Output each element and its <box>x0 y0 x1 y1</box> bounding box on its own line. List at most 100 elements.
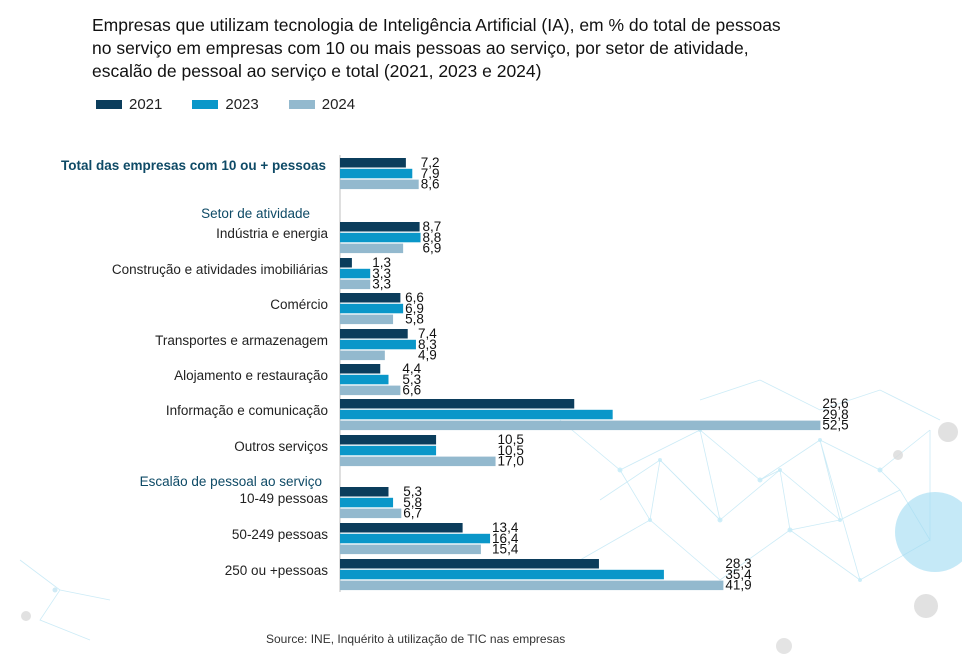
category-label: 250 ou +pessoas <box>225 563 328 578</box>
bar-2023 <box>340 569 664 580</box>
data-label-2024: 15,4 <box>492 542 519 557</box>
bar-2024 <box>340 279 371 290</box>
data-label-2021: 7,4 <box>418 326 437 341</box>
data-label-2021: 8,7 <box>423 219 442 234</box>
bar-2024 <box>340 420 821 431</box>
data-label-2024: 52,5 <box>822 418 848 433</box>
bar-2024 <box>340 243 404 254</box>
category-group-outros-servicos: Outros serviços 10,510,517,0 <box>234 432 524 469</box>
bar-2023 <box>340 445 437 456</box>
bar-2024 <box>340 580 724 591</box>
data-label-2024: 6,7 <box>403 506 422 521</box>
data-label-2024: 4,9 <box>418 348 437 363</box>
bar-2024 <box>340 350 385 361</box>
data-label-2023: 16,4 <box>492 531 519 546</box>
data-label-2023: 6,9 <box>405 301 424 316</box>
bar-2023 <box>340 409 613 420</box>
category-label: Informação e comunicação <box>166 403 328 418</box>
legend-swatch-2021 <box>96 100 122 109</box>
category-group-industria-e-energia: Indústria e energia 8,78,86,9 <box>216 219 441 256</box>
legend-label-2021: 2021 <box>129 96 163 113</box>
data-label-2024: 17,0 <box>498 454 524 469</box>
legend-item-2024: 2024 <box>288 96 356 113</box>
bar-2023 <box>340 168 413 179</box>
legend-item-2021: 2021 <box>96 96 162 113</box>
legend-label-2024: 2024 <box>321 96 356 113</box>
data-label-2021: 4,4 <box>402 361 421 376</box>
data-label-2021: 5,3 <box>403 484 422 499</box>
category-label: Outros serviços <box>234 439 328 454</box>
bar-2023 <box>340 533 491 544</box>
bar-2023 <box>340 268 371 279</box>
category-group-informacao-e-comunicacao: Informação e comunicação 25,629,852,5 <box>166 396 849 433</box>
category-group-10-49-pessoas: 10-49 pessoas 5,35,86,7 <box>239 484 422 521</box>
category-group-alojamento-e-restauracao: Alojamento e restauração 4,45,36,6 <box>174 361 421 398</box>
data-label-2021: 25,6 <box>822 396 848 411</box>
category-label: Transportes e armazenagem <box>155 333 328 348</box>
bar-2021 <box>340 222 420 232</box>
category-label: Comércio <box>270 297 328 312</box>
bar-2024 <box>340 385 401 396</box>
data-label-2024: 3,3 <box>372 277 391 292</box>
bar-2024 <box>340 179 419 190</box>
data-label-2023: 7,9 <box>421 166 440 181</box>
data-label-2023: 8,3 <box>418 337 437 352</box>
category-label: Alojamento e restauração <box>174 368 328 383</box>
bar-2021 <box>340 158 406 168</box>
bar-2024 <box>340 544 481 555</box>
bar-2023 <box>340 374 389 385</box>
data-label-2024: 6,9 <box>423 241 442 256</box>
data-label-2021: 1,3 <box>372 255 391 270</box>
data-label-2021: 7,2 <box>421 155 440 170</box>
legend-swatch-2023 <box>192 100 219 109</box>
data-label-2023: 8,8 <box>423 230 442 245</box>
chart-title: Empresas que utilizam tecnologia de Inte… <box>92 15 781 81</box>
bar-2024 <box>340 456 496 467</box>
category-label: 10-49 pessoas <box>239 491 328 506</box>
category-group-total-das-empresas-com-10-ou-pessoas: Total das empresas com 10 ou + pessoas 7,… <box>61 155 439 192</box>
category-label: Total das empresas com 10 ou + pessoas <box>61 158 326 173</box>
category-group-comercio: Comércio 6,66,95,8 <box>270 290 424 327</box>
category-label: Construção e atividades imobiliárias <box>112 262 328 277</box>
bar-2023 <box>340 232 421 243</box>
bar-2021 <box>340 329 408 339</box>
category-label: 50-249 pessoas <box>232 527 328 542</box>
data-label-2021: 28,3 <box>725 556 751 571</box>
data-label-2021: 6,6 <box>405 290 424 305</box>
bar-2021 <box>340 399 575 409</box>
data-label-2024: 8,6 <box>421 177 440 192</box>
bar-2021 <box>340 435 437 445</box>
legend-label-2023: 2023 <box>225 96 259 113</box>
category-group-transportes-e-armazenagem: Transportes e armazenagem 7,48,34,9 <box>155 326 437 363</box>
bar-2023 <box>340 497 394 508</box>
data-label-2023: 5,3 <box>402 372 421 387</box>
legend-item-2023: 2023 <box>192 96 259 113</box>
category-group-construcao-e-atividades-imobiliarias: Construção e atividades imobiliárias 1,3 3… <box>112 255 391 292</box>
bar-2023 <box>340 303 404 314</box>
bar-2021 <box>340 559 599 569</box>
bar-2021 <box>340 364 381 374</box>
data-label-2021: 13,4 <box>492 520 519 535</box>
data-label-2023: 5,8 <box>403 495 422 510</box>
data-label-2024: 5,8 <box>405 312 424 327</box>
data-label-2023: 10,5 <box>498 443 524 458</box>
bar-2024 <box>340 314 394 325</box>
data-label-2024: 41,9 <box>725 578 751 593</box>
bar-2023 <box>340 339 416 350</box>
data-label-2023: 35,4 <box>725 567 752 582</box>
data-label-2023: 29,8 <box>822 407 848 422</box>
category-group-50-249-pessoas: 50-249 pessoas 13,416,415,4 <box>232 520 519 557</box>
data-label-2024: 6,6 <box>402 383 421 398</box>
bar-2021 <box>340 487 389 497</box>
data-label-2021: 10,5 <box>498 432 524 447</box>
bar-2021 <box>340 523 463 533</box>
section-header-escalao: Escalão de pessoal ao serviço <box>140 474 322 489</box>
category-group-250-ou-pessoas: 250 ou +pessoas 28,335,441,9 <box>225 556 752 593</box>
source-note: Source: INE, Inquérito à utilização de T… <box>266 632 566 646</box>
legend-swatch-2024 <box>288 100 315 109</box>
category-label: Indústria e energia <box>216 226 328 241</box>
chart-legend: 2021 2023 2024 <box>96 96 355 113</box>
section-header-setor: Setor de atividade <box>201 206 310 221</box>
